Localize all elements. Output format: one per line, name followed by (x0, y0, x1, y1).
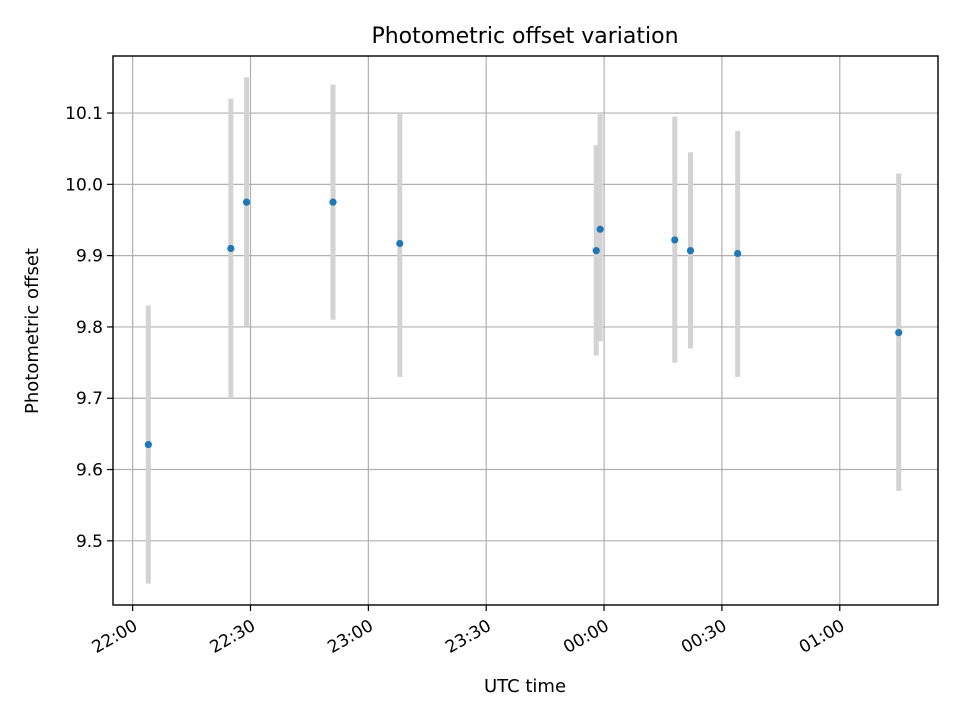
data-point (329, 198, 337, 206)
plot-frame (112, 55, 939, 606)
chart-title: Photometric offset variation (371, 24, 678, 49)
x-tick-label: 23:30 (442, 616, 494, 658)
y-tick-label: 9.7 (76, 389, 103, 409)
y-tick-label: 9.8 (76, 318, 103, 338)
y-tick-label: 10.1 (65, 104, 103, 124)
data-points (144, 198, 903, 449)
data-point (671, 236, 679, 244)
x-tick-label: 23:00 (324, 616, 376, 658)
y-tick-label: 9.6 (76, 461, 103, 481)
data-point (734, 249, 742, 258)
y-tick-label: 9.9 (76, 247, 103, 267)
data-point (227, 244, 235, 253)
x-tick-label: 22:00 (89, 616, 141, 658)
error-bars (145, 77, 902, 584)
data-point (144, 440, 152, 449)
y-tick-label: 10.0 (65, 175, 103, 195)
grid (113, 56, 938, 605)
data-point (895, 329, 903, 337)
data-point (596, 225, 604, 233)
x-tick-label: 00:30 (678, 616, 730, 658)
data-point (686, 247, 695, 255)
x-tick-label: 00:00 (560, 616, 612, 658)
data-point (396, 239, 404, 248)
x-tick-label: 01:00 (796, 616, 848, 658)
data-point (242, 198, 251, 206)
y-axis-label: Photometric offset (22, 248, 43, 414)
y-tick-label: 9.5 (76, 532, 103, 552)
x-tick-label: 22:30 (207, 616, 259, 658)
x-axis-ticks: 22:00 22:30 23:00 23:30 00:00 00:30 01:00 (89, 605, 848, 658)
data-point (592, 247, 600, 255)
x-axis-label: UTC time (484, 676, 566, 697)
y-axis-ticks: 9.5 9.6 9.7 9.8 9.9 10.0 10.1 (65, 104, 113, 552)
